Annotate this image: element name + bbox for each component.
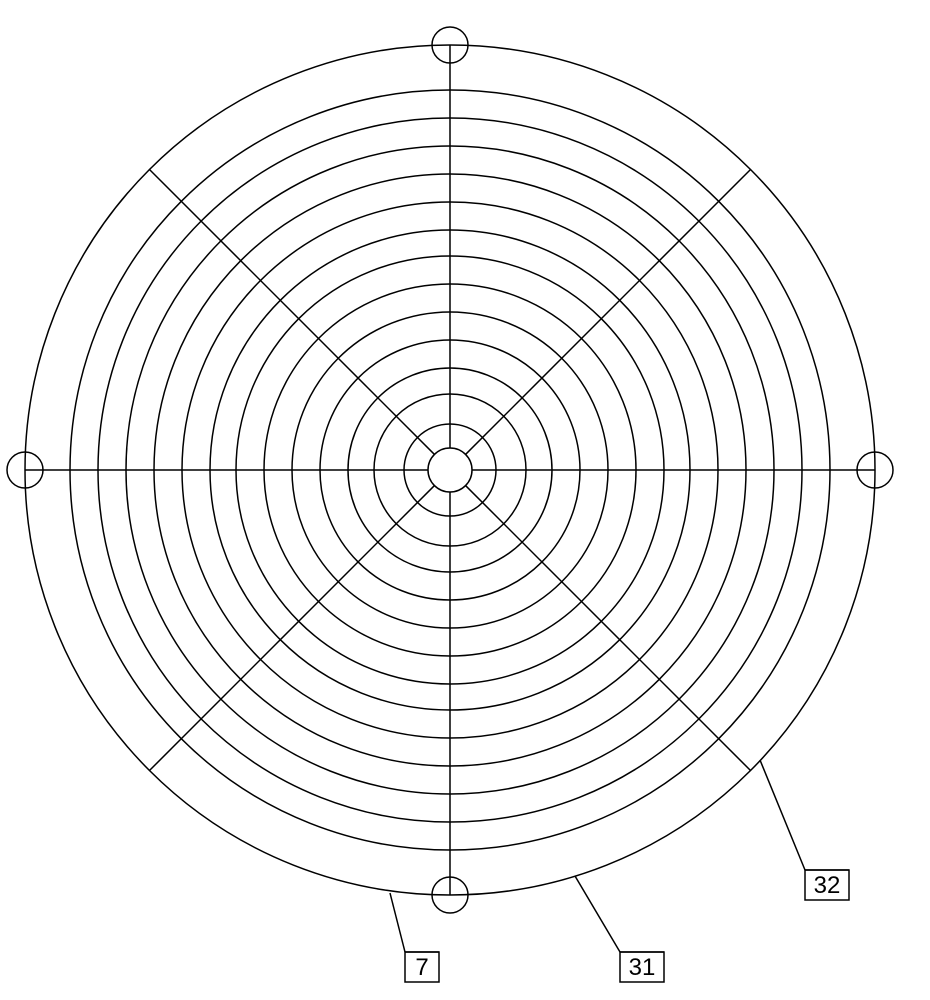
label-32: 32 — [814, 872, 841, 899]
spoke-line — [466, 486, 751, 771]
spoke-line — [149, 486, 434, 771]
spoke-line — [149, 169, 434, 454]
center-hole — [428, 448, 472, 492]
label-7: 7 — [415, 954, 428, 981]
spoke-line — [466, 169, 751, 454]
label-leader-line — [390, 893, 405, 952]
label-leader-line — [760, 760, 805, 870]
label-leader-line — [575, 876, 620, 952]
label-31: 31 — [629, 954, 656, 981]
radial-diagram: 7 31 32 — [0, 0, 930, 1000]
